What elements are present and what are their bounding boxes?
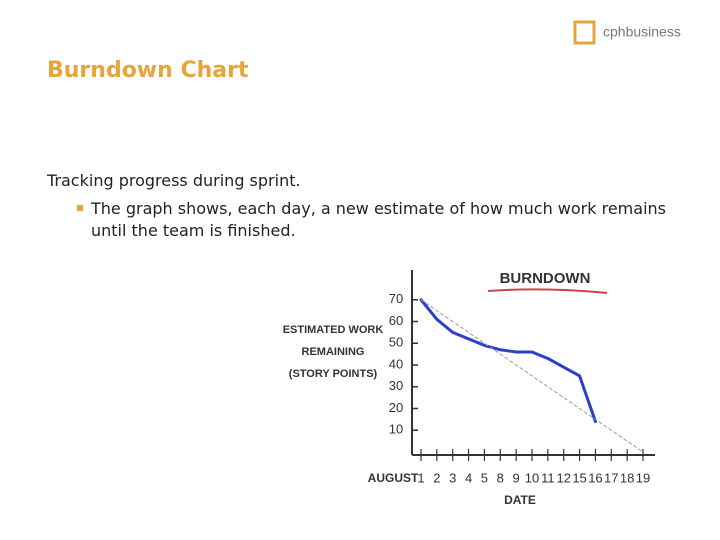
x-month: AUGUST (368, 471, 419, 485)
x-tick-label: 5 (481, 470, 488, 485)
x-tick-label: 18 (620, 470, 634, 485)
lead-text: Tracking progress during sprint. (47, 171, 301, 190)
y-label: REMAINING (302, 346, 365, 358)
y-tick-label: 10 (389, 422, 403, 437)
x-tick-label: 1 (417, 470, 424, 485)
x-tick-label: 4 (465, 470, 472, 485)
x-tick-label: 3 (449, 470, 456, 485)
series-line (420, 299, 644, 453)
chart-area (283, 258, 655, 515)
bullet-marker (77, 205, 83, 211)
bullet-text: The graph shows, each day, a new estimat… (91, 199, 666, 240)
x-tick-label: 17 (604, 470, 618, 485)
title-underline (487, 288, 608, 294)
x-tick-label: 8 (497, 470, 504, 485)
x-tick-label: 12 (556, 470, 570, 485)
x-tick-label: 16 (588, 470, 602, 485)
y-label: (STORY POINTS) (289, 368, 378, 380)
series-line (419, 298, 597, 424)
logo: cphbusiness (603, 24, 681, 40)
x-tick-label: 2 (433, 470, 440, 485)
y-tick-label: 40 (389, 356, 403, 371)
x-tick-label: 9 (513, 470, 520, 485)
y-tick-label: 50 (389, 335, 403, 350)
chart-title: BURNDOWN (500, 270, 591, 287)
logo-icon (573, 20, 596, 45)
x-label: DATE (504, 493, 536, 507)
x-tick-label: 10 (525, 470, 539, 485)
x-tick-label: 11 (541, 470, 555, 485)
bullet: The graph shows, each day, a new estimat… (77, 198, 681, 242)
y-label: ESTIMATED WORK (283, 324, 384, 336)
x-tick-label: 19 (636, 470, 650, 485)
y-tick-label: 70 (389, 291, 403, 306)
x-tick-label: 15 (572, 470, 586, 485)
y-tick-label: 60 (389, 313, 403, 328)
y-tick-label: 20 (389, 400, 403, 415)
slide-title: Burndown Chart (47, 58, 249, 83)
y-tick-label: 30 (389, 378, 403, 393)
